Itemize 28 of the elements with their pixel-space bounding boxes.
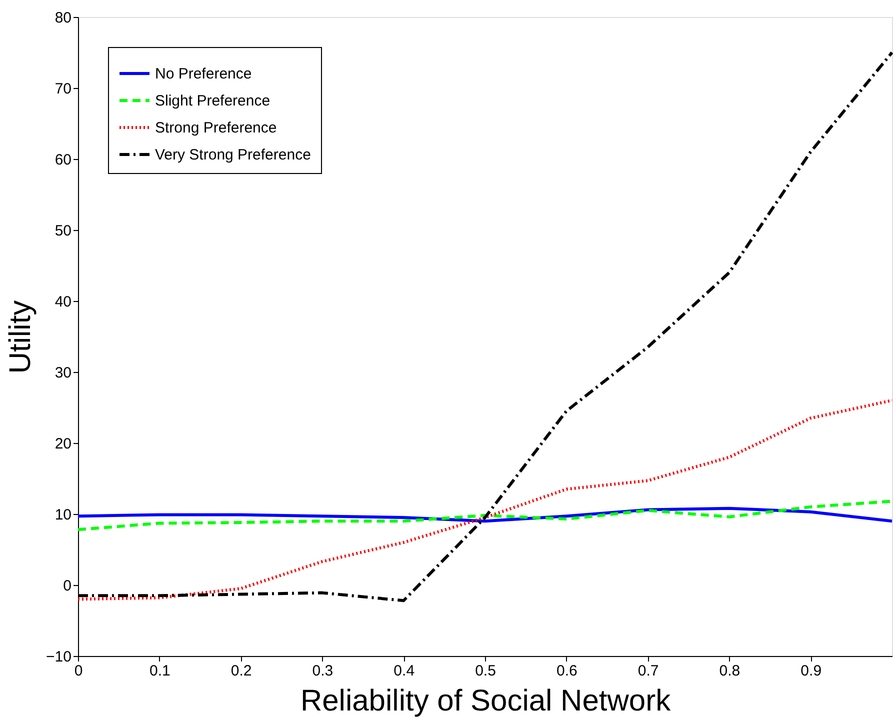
- legend-label: Strong Preference: [155, 120, 277, 136]
- x-tick-label: 0.1: [149, 662, 170, 680]
- x-tick-label: 0.3: [312, 662, 334, 680]
- x-tick-label: 0.6: [556, 662, 578, 680]
- x-tick-label: 0.5: [475, 662, 496, 680]
- y-tick-label: 20: [54, 436, 72, 452]
- y-tick-label: 30: [54, 364, 72, 382]
- x-tick-label: 0.2: [230, 662, 252, 680]
- x-tick-label: 0.7: [638, 662, 659, 680]
- y-tick-label: 60: [54, 152, 72, 168]
- x-tick-label: 0.9: [800, 662, 822, 680]
- x-tick-label: 0: [74, 662, 83, 680]
- legend-label: Slight Preference: [155, 92, 270, 110]
- y-tick-label: 10: [54, 506, 72, 524]
- line-series: [76, 398, 894, 601]
- y-axis-title: Utility: [4, 300, 38, 374]
- y-tick-label: 50: [54, 222, 72, 240]
- y-tick-label: 40: [54, 294, 72, 310]
- legend-label: Very Strong Preference: [155, 146, 311, 164]
- legend-label: No Preference: [155, 66, 252, 82]
- y-tick-label: 0: [63, 578, 72, 594]
- x-tick-label: 0.8: [719, 662, 740, 680]
- y-tick-label: 80: [54, 10, 72, 26]
- y-tick-label: −10: [46, 648, 72, 666]
- line-series: [76, 506, 894, 523]
- x-tick-label: 0.4: [394, 662, 415, 680]
- x-axis-title: Reliability of Social Network: [300, 684, 672, 718]
- y-tick-label: 70: [54, 80, 72, 98]
